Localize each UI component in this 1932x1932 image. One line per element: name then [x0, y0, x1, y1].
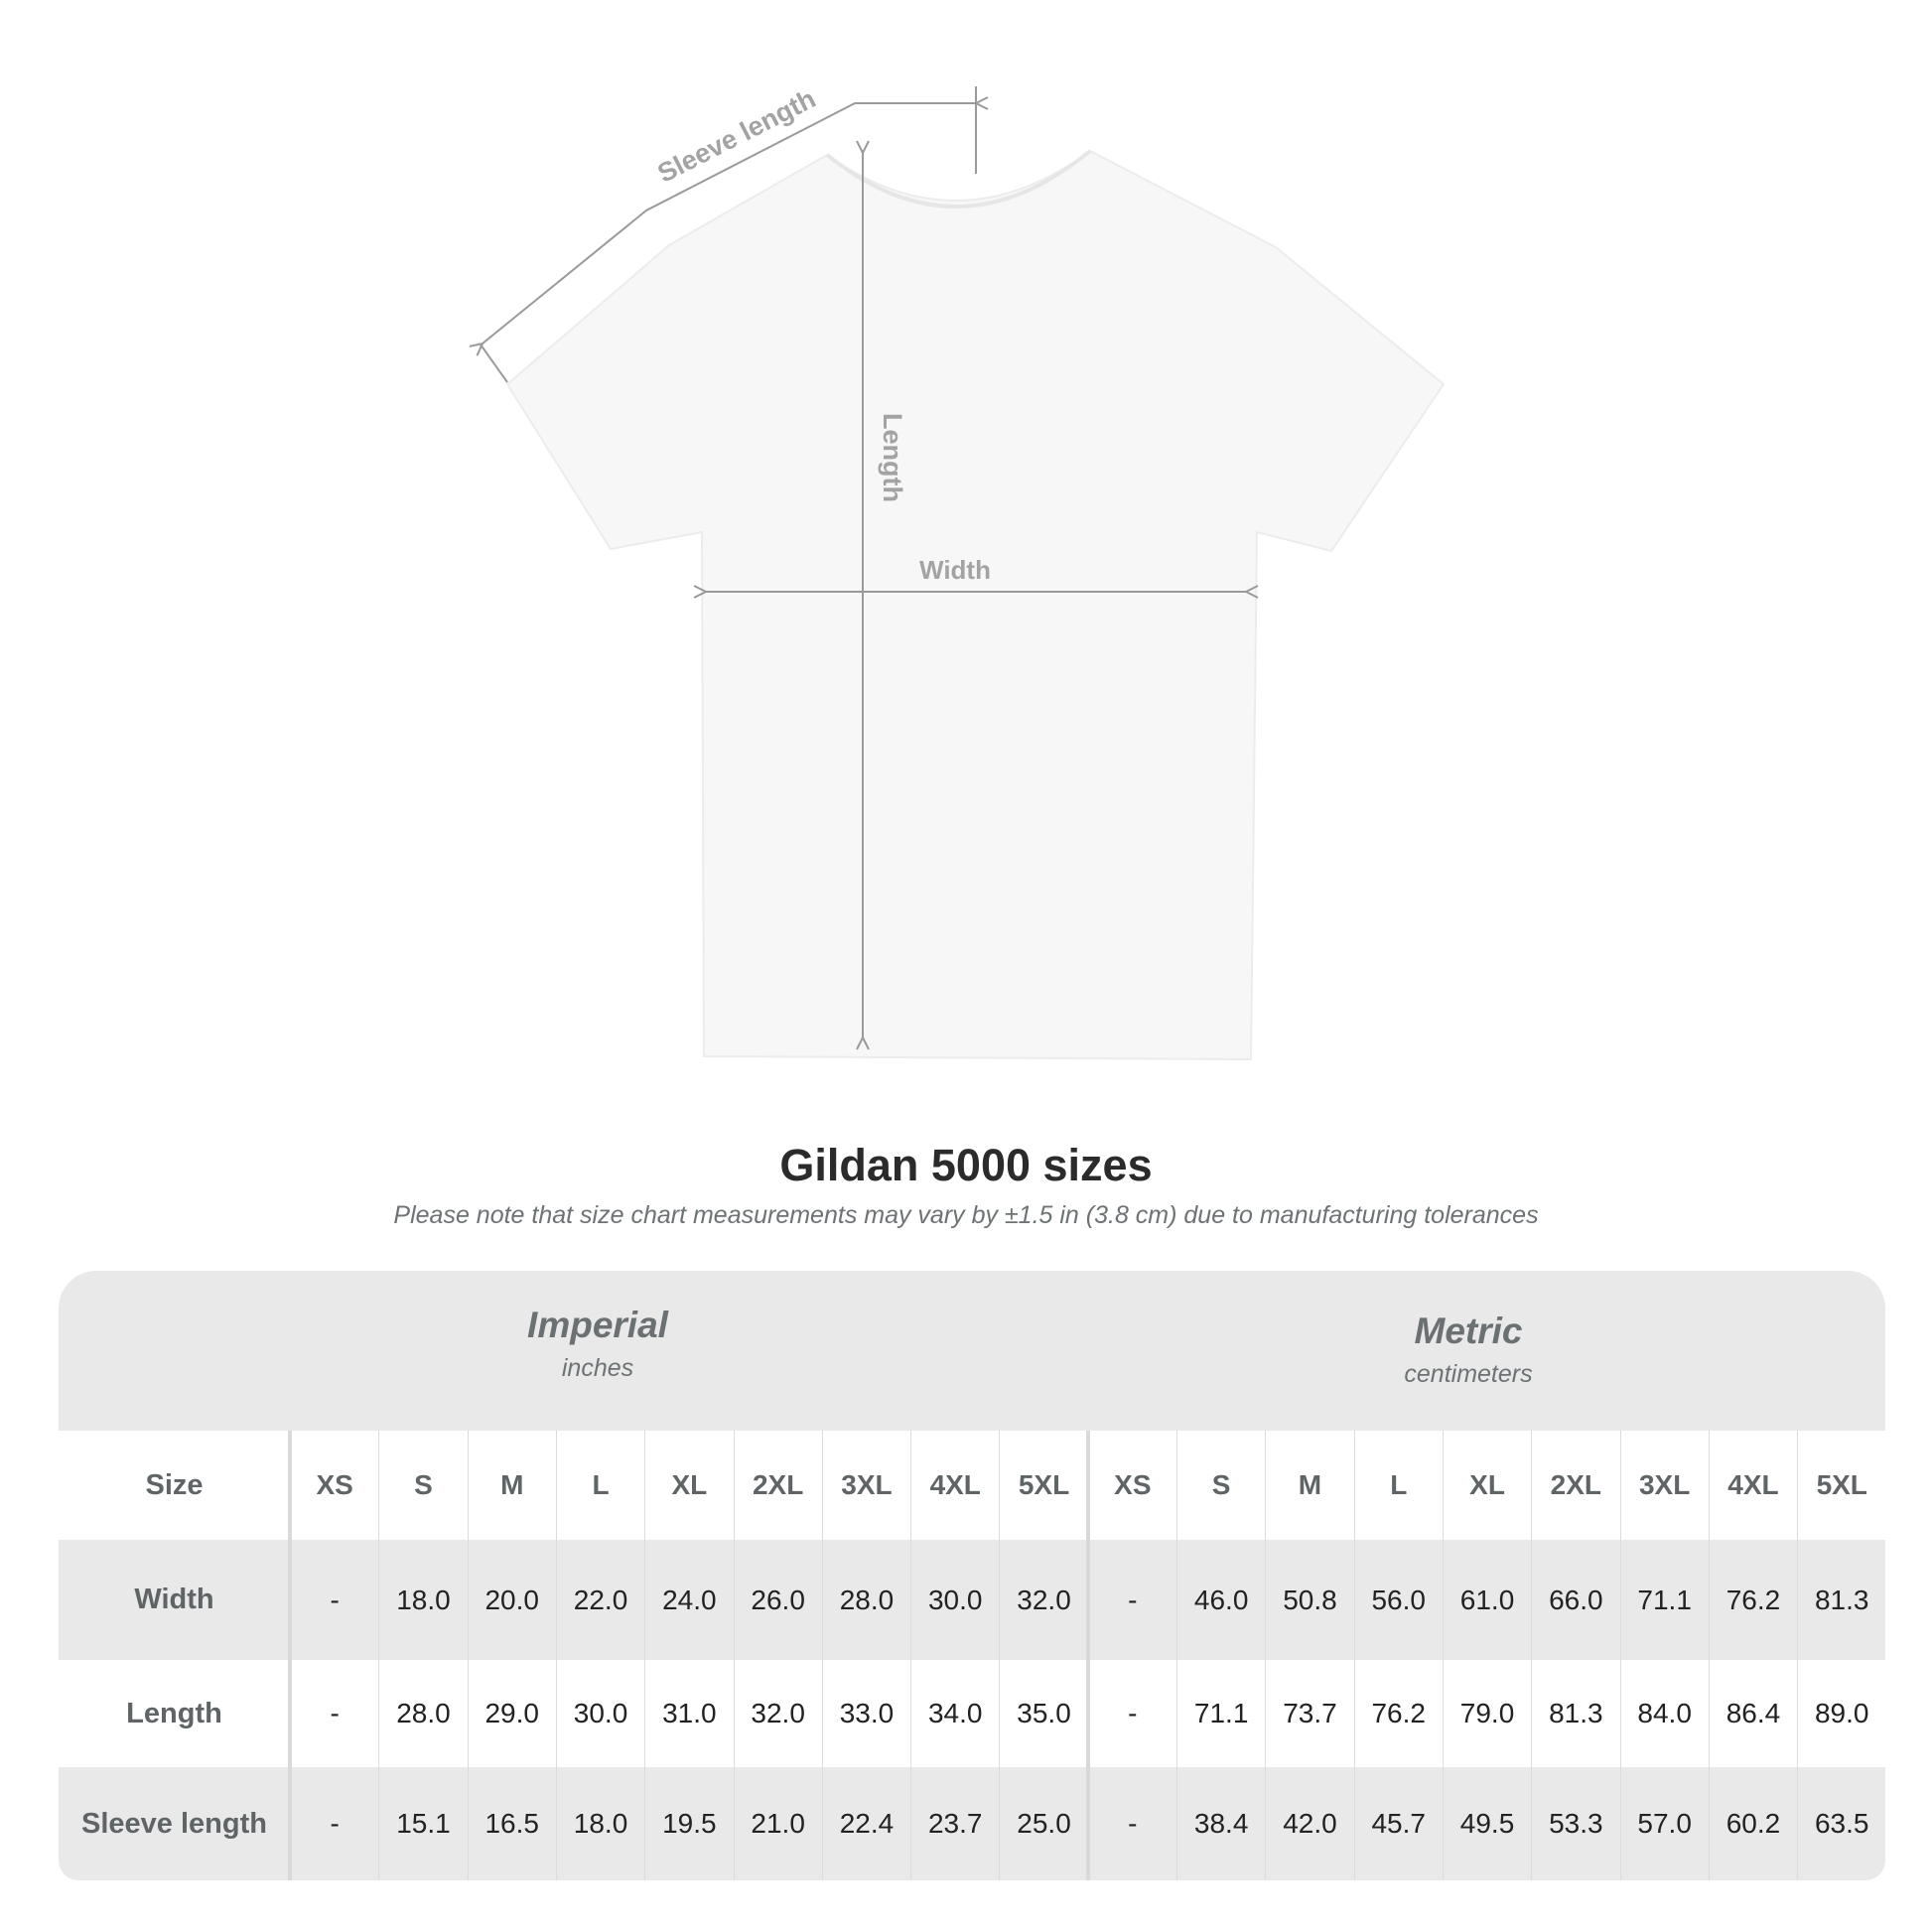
imperial-unit: inches	[561, 1354, 634, 1382]
metric-size-header: 3XL	[1619, 1431, 1709, 1540]
metric-size-header: L	[1353, 1431, 1443, 1540]
column-group-divider	[1085, 1431, 1090, 1880]
imperial-size-header: S	[378, 1431, 467, 1540]
system-header-band	[59, 1271, 1885, 1431]
imperial-value: 32.0	[733, 1660, 822, 1767]
imperial-value: 28.0	[821, 1540, 910, 1660]
metric-value: 66.0	[1531, 1540, 1619, 1660]
row-band-sleeve	[59, 1767, 1885, 1880]
metric-value: 76.2	[1708, 1540, 1797, 1660]
imperial-value: 34.0	[910, 1660, 999, 1767]
row-label: Width	[134, 1584, 214, 1615]
metric-size-header: M	[1265, 1431, 1353, 1540]
imperial-size-header: XL	[644, 1431, 733, 1540]
imperial-value: 15.1	[378, 1767, 467, 1880]
imperial-value: -	[290, 1660, 378, 1767]
tshirt-shape	[505, 149, 1446, 1061]
imperial-title: Imperial	[527, 1305, 668, 1345]
imperial-value: 22.0	[555, 1540, 644, 1660]
imperial-size-header: 4XL	[910, 1431, 999, 1540]
imperial-value: 30.0	[910, 1540, 999, 1660]
metric-value: 71.1	[1619, 1540, 1709, 1660]
metric-size-header: XL	[1442, 1431, 1531, 1540]
imperial-size-header: L	[555, 1431, 644, 1540]
metric-value: 53.3	[1531, 1767, 1619, 1880]
imperial-size-header: 3XL	[821, 1431, 910, 1540]
metric-header: Metric centimeters	[1171, 1311, 1766, 1389]
metric-value: 50.8	[1265, 1540, 1353, 1660]
size-column-header: Size	[145, 1468, 204, 1501]
imperial-value: 35.0	[999, 1660, 1087, 1767]
metric-value: -	[1087, 1540, 1176, 1660]
metric-value: 89.0	[1797, 1660, 1885, 1767]
column-group-divider	[288, 1431, 292, 1880]
imperial-size-header: M	[467, 1431, 556, 1540]
imperial-size-header: 2XL	[733, 1431, 822, 1540]
imperial-value: 18.0	[378, 1540, 467, 1660]
imperial-value: 18.0	[555, 1767, 644, 1880]
metric-value: 38.4	[1176, 1767, 1265, 1880]
imperial-value: 24.0	[644, 1540, 733, 1660]
imperial-size-header: XS	[290, 1431, 378, 1540]
metric-value: -	[1087, 1660, 1176, 1767]
metric-size-header: 2XL	[1531, 1431, 1619, 1540]
metric-value: 73.7	[1265, 1660, 1353, 1767]
metric-value: 86.4	[1708, 1660, 1797, 1767]
imperial-value: 23.7	[910, 1767, 999, 1880]
metric-size-header: XS	[1087, 1431, 1176, 1540]
imperial-value: 33.0	[821, 1660, 910, 1767]
metric-size-header: 4XL	[1708, 1431, 1797, 1540]
metric-value: 79.0	[1442, 1660, 1531, 1767]
row-band-width	[59, 1540, 1885, 1660]
imperial-value: -	[290, 1767, 378, 1880]
imperial-value: 21.0	[733, 1767, 822, 1880]
metric-value: 46.0	[1176, 1540, 1265, 1660]
tshirt-diagram: Sleeve length Length Width	[0, 83, 1446, 1061]
metric-value: -	[1087, 1767, 1176, 1880]
metric-value: 56.0	[1353, 1540, 1443, 1660]
metric-size-header: 5XL	[1797, 1431, 1885, 1540]
imperial-value: 26.0	[733, 1540, 822, 1660]
imperial-value: 20.0	[467, 1540, 556, 1660]
metric-value: 45.7	[1353, 1767, 1443, 1880]
row-label: Length	[126, 1697, 222, 1729]
metric-unit: centimeters	[1404, 1360, 1533, 1388]
tolerance-note: Please note that size chart measurements…	[393, 1201, 1539, 1229]
page-title: Gildan 5000 sizes	[779, 1140, 1153, 1190]
size-table: Imperial inches Metric centimeters Size X…	[59, 1271, 1885, 1880]
imperial-value: 16.5	[467, 1767, 556, 1880]
metric-value: 71.1	[1176, 1660, 1265, 1767]
imperial-header: Imperial inches	[300, 1305, 896, 1383]
metric-value: 57.0	[1619, 1767, 1709, 1880]
imperial-value: -	[290, 1540, 378, 1660]
metric-value: 63.5	[1797, 1767, 1885, 1880]
sleeve-length-measure	[481, 86, 976, 383]
metric-value: 81.3	[1531, 1660, 1619, 1767]
metric-value: 61.0	[1442, 1540, 1531, 1660]
imperial-value: 31.0	[644, 1660, 733, 1767]
metric-value: 42.0	[1265, 1767, 1353, 1880]
imperial-size-header: 5XL	[999, 1431, 1087, 1540]
metric-value: 84.0	[1619, 1660, 1709, 1767]
metric-size-header: S	[1176, 1431, 1265, 1540]
metric-value: 49.5	[1442, 1767, 1531, 1880]
length-label: Length	[878, 413, 907, 502]
imperial-value: 22.4	[821, 1767, 910, 1880]
imperial-value: 32.0	[999, 1540, 1087, 1660]
imperial-value: 29.0	[467, 1660, 556, 1767]
metric-value: 76.2	[1353, 1660, 1443, 1767]
imperial-value: 25.0	[999, 1767, 1087, 1880]
imperial-value: 19.5	[644, 1767, 733, 1880]
metric-value: 60.2	[1708, 1767, 1797, 1880]
width-label: Width	[919, 555, 991, 585]
row-label: Sleeve length	[81, 1807, 267, 1840]
imperial-value: 30.0	[555, 1660, 644, 1767]
metric-value: 81.3	[1797, 1540, 1885, 1660]
metric-title: Metric	[1414, 1311, 1523, 1351]
imperial-value: 28.0	[378, 1660, 467, 1767]
